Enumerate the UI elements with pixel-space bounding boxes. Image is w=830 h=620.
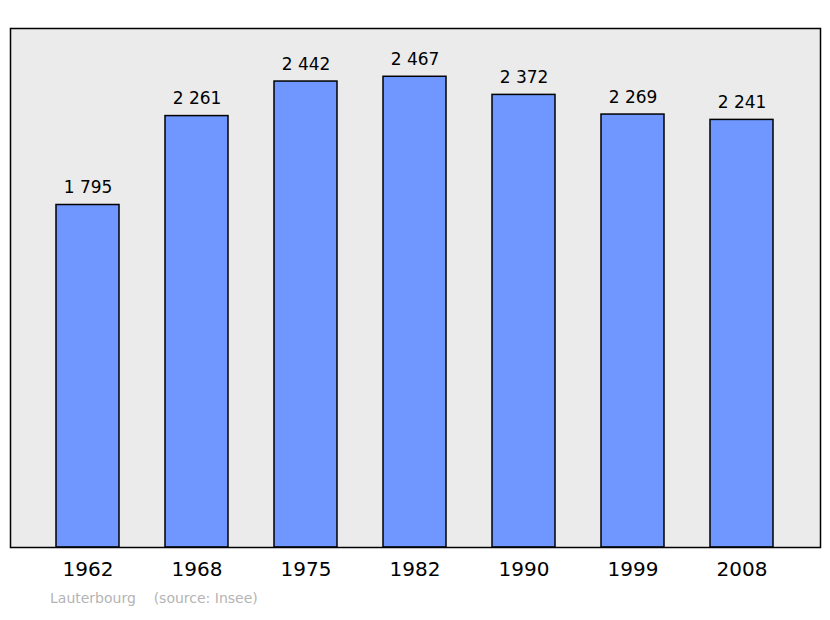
svg-text:1982: 1982 <box>390 557 441 581</box>
svg-text:2 269: 2 269 <box>609 87 658 107</box>
svg-text:2 372: 2 372 <box>500 67 549 87</box>
svg-text:1999: 1999 <box>608 557 659 581</box>
html-text:Lauterbourg (source: Insee): Lauterbourg (source: Insee) <box>50 590 258 606</box>
svg-text:2 241: 2 241 <box>718 92 767 112</box>
svg-text:1975: 1975 <box>281 557 332 581</box>
svg-text:1962: 1962 <box>63 557 114 581</box>
svg-text:2008: 2008 <box>717 557 768 581</box>
svg-text:2 467: 2 467 <box>391 49 440 69</box>
svg-text:1 795: 1 795 <box>64 177 113 197</box>
svg-text:1968: 1968 <box>172 557 223 581</box>
svg-text:1990: 1990 <box>499 557 550 581</box>
svg-text:2 261: 2 261 <box>173 88 222 108</box>
svg-text:2 442: 2 442 <box>282 54 331 74</box>
